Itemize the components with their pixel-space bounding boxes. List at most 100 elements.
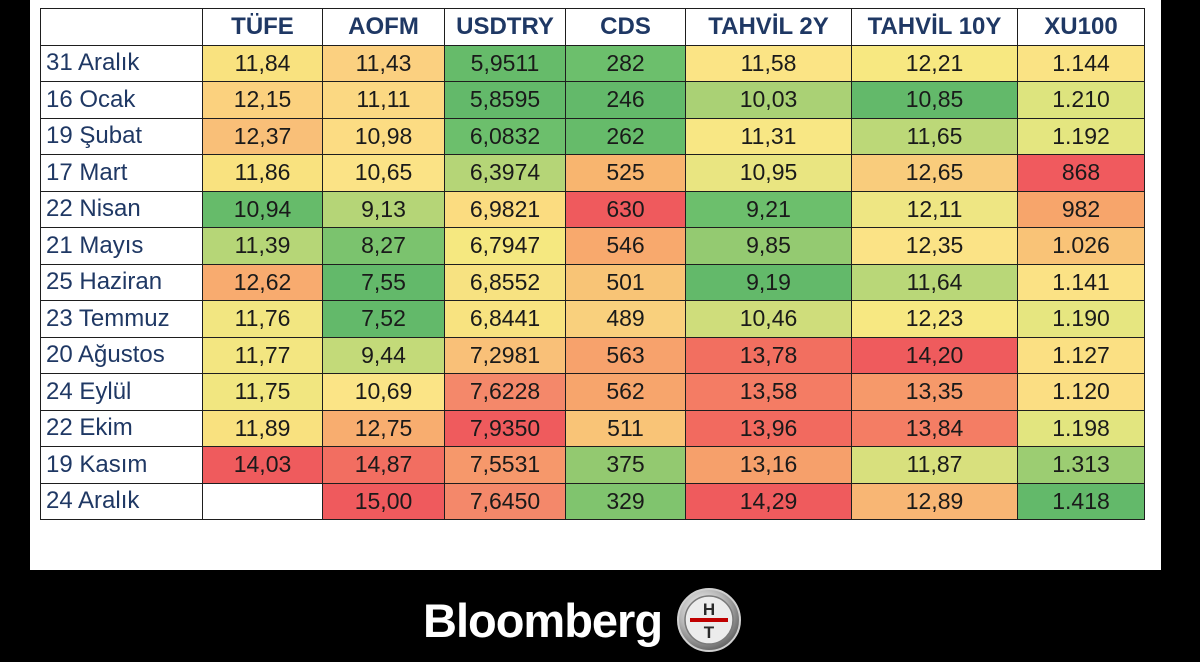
table-cell: 14,87: [322, 446, 445, 484]
column-header: TAHVİL 2Y: [685, 8, 852, 46]
table-cell: 13,96: [685, 409, 852, 447]
table-cell: 1.026: [1017, 227, 1145, 265]
table-cell: 11,86: [202, 154, 323, 192]
row-date: 24 Eylül: [40, 373, 203, 411]
table-cell: 10,46: [685, 300, 852, 338]
table-cell: 5,8595: [444, 81, 566, 119]
table-cell: 1.141: [1017, 263, 1145, 301]
row-date: 16 Ocak: [40, 81, 203, 119]
table-cell: 9,44: [322, 336, 445, 374]
table-cell: 562: [565, 373, 686, 411]
table-cell: 525: [565, 154, 686, 192]
table-row: 22 Ekim 11,89 12,75 7,9350 511 13,96 13,84 1.19…: [40, 409, 1145, 447]
table-cell: 1.190: [1017, 300, 1145, 338]
table-cell: 563: [565, 336, 686, 374]
brand-footer: Bloomberg H T: [423, 588, 742, 652]
table-row: 22 Nisan 10,94 9,13 6,9821 630 9,21 12,11 982: [40, 190, 1145, 228]
row-date: 22 Ekim: [40, 409, 203, 447]
row-date: 25 Haziran: [40, 263, 203, 301]
table-cell: 489: [565, 300, 686, 338]
table-cell: 11,77: [202, 336, 323, 374]
table-cell: 15,00: [322, 482, 445, 520]
table-cell: 13,35: [851, 373, 1018, 411]
table-header: TÜFE AOFM USDTRY CDS TAHVİL 2Y TAHVİL 10Y XU10…: [40, 8, 1145, 46]
table-cell: 9,13: [322, 190, 445, 228]
table-row: 20 Ağustos 11,77 9,44 7,2981 563 13,78 14,20 1.…: [40, 336, 1145, 374]
column-header: CDS: [565, 8, 686, 46]
table-cell: 13,58: [685, 373, 852, 411]
column-header: TÜFE: [202, 8, 323, 46]
table-cell: 7,2981: [444, 336, 566, 374]
table-row: 31 Aralık 11,84 11,43 5,9511 282 11,58 12,21 1.…: [40, 44, 1145, 82]
table-cell: 11,11: [322, 81, 445, 119]
table-cell: 11,89: [202, 409, 323, 447]
table-cell: 282: [565, 44, 686, 82]
table-cell: 546: [565, 227, 686, 265]
table-cell: 6,0832: [444, 117, 566, 155]
table-cell: 6,8441: [444, 300, 566, 338]
table-cell: 6,3974: [444, 154, 566, 192]
table-cell: 6,8552: [444, 263, 566, 301]
heatmap-table: TÜFE AOFM USDTRY CDS TAHVİL 2Y TAHVİL 10Y XU10…: [40, 8, 1145, 520]
table-body: 31 Aralık 11,84 11,43 5,9511 282 11,58 12,21 1.…: [40, 44, 1145, 520]
table-cell: 10,85: [851, 81, 1018, 119]
table-cell: 511: [565, 409, 686, 447]
table-cell: 12,11: [851, 190, 1018, 228]
table-cell: 12,15: [202, 81, 323, 119]
table-cell: 12,21: [851, 44, 1018, 82]
table-row: 23 Temmuz 11,76 7,52 6,8441 489 10,46 12,23 1.1…: [40, 300, 1145, 338]
table-cell: 11,76: [202, 300, 323, 338]
table-cell: 13,78: [685, 336, 852, 374]
table-cell: 7,55: [322, 263, 445, 301]
table-cell: 1.120: [1017, 373, 1145, 411]
table-cell: 10,03: [685, 81, 852, 119]
table-cell: 7,52: [322, 300, 445, 338]
row-date: 23 Temmuz: [40, 300, 203, 338]
table-cell: 11,58: [685, 44, 852, 82]
table-row: 21 Mayıs 11,39 8,27 6,7947 546 9,85 12,35 1.026: [40, 227, 1145, 265]
table-cell: 9,85: [685, 227, 852, 265]
table-cell: 10,69: [322, 373, 445, 411]
table-cell: 7,6450: [444, 482, 566, 520]
table-cell: 1.418: [1017, 482, 1145, 520]
header-corner: [40, 8, 203, 46]
table-cell: 11,75: [202, 373, 323, 411]
table-cell: 14,29: [685, 482, 852, 520]
column-header: USDTRY: [444, 8, 566, 46]
table-cell: 246: [565, 81, 686, 119]
table-cell: 1.210: [1017, 81, 1145, 119]
table-cell: 6,7947: [444, 227, 566, 265]
row-date: 17 Mart: [40, 154, 203, 192]
table-cell: 8,27: [322, 227, 445, 265]
row-date: 19 Şubat: [40, 117, 203, 155]
table-cell: 5,9511: [444, 44, 566, 82]
table-cell: 11,64: [851, 263, 1018, 301]
table-row: 19 Kasım 14,03 14,87 7,5531 375 13,16 11,87 1.3…: [40, 446, 1145, 484]
row-date: 19 Kasım: [40, 446, 203, 484]
table-cell: 11,87: [851, 446, 1018, 484]
table-cell: 1.192: [1017, 117, 1145, 155]
table-cell: 13,16: [685, 446, 852, 484]
table-cell: 11,65: [851, 117, 1018, 155]
table-cell: 7,9350: [444, 409, 566, 447]
table-cell: 6,9821: [444, 190, 566, 228]
table-cell: 1.144: [1017, 44, 1145, 82]
table-cell: 12,23: [851, 300, 1018, 338]
bloomberg-wordmark: Bloomberg: [423, 593, 663, 647]
table-row: 24 Aralık 15,00 7,6450 329 14,29 12,89 1.418: [40, 482, 1145, 520]
table-cell: 12,89: [851, 482, 1018, 520]
table-cell: 630: [565, 190, 686, 228]
table-cell: 329: [565, 482, 686, 520]
table-row: 17 Mart 11,86 10,65 6,3974 525 10,95 12,65 868: [40, 154, 1145, 192]
logo-letter-bottom: T: [704, 623, 715, 642]
table-cell: 9,19: [685, 263, 852, 301]
table-cell: 375: [565, 446, 686, 484]
table-cell: 7,6228: [444, 373, 566, 411]
row-date: 31 Aralık: [40, 44, 203, 82]
row-date: 22 Nisan: [40, 190, 203, 228]
table-cell: 7,5531: [444, 446, 566, 484]
table-cell: 12,35: [851, 227, 1018, 265]
column-header: TAHVİL 10Y: [851, 8, 1018, 46]
table-cell: 1.127: [1017, 336, 1145, 374]
table-cell: 10,94: [202, 190, 323, 228]
